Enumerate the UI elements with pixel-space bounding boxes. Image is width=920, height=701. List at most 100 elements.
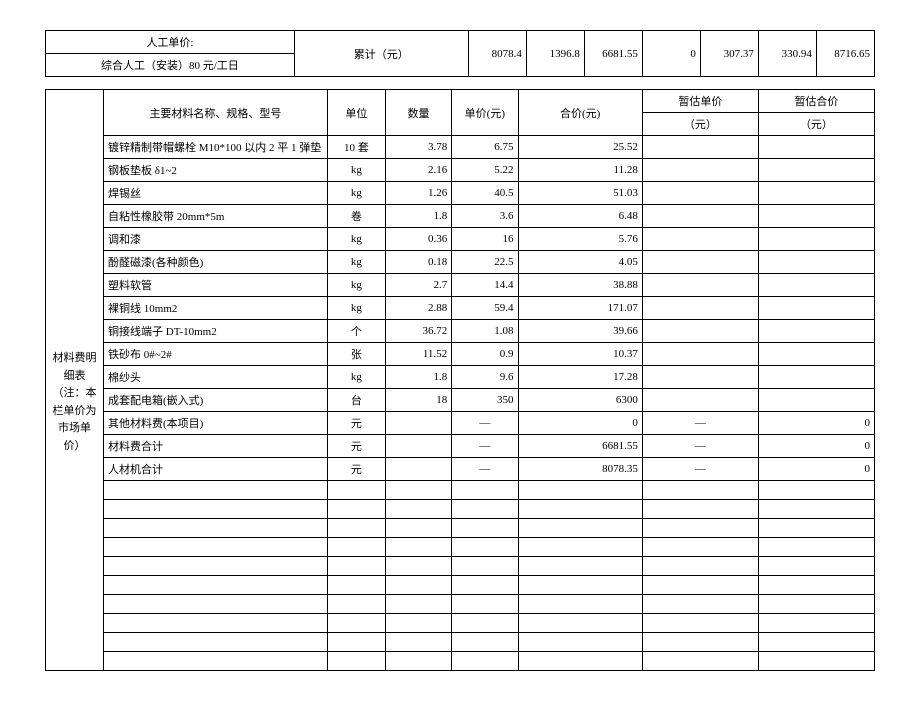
empty-cell	[758, 519, 874, 538]
empty-cell	[452, 633, 518, 652]
cell-est-total: 0	[758, 458, 874, 481]
empty-cell	[327, 481, 385, 500]
empty-cell	[104, 652, 328, 671]
sum-v0: 8078.4	[468, 31, 526, 77]
empty-cell	[518, 519, 642, 538]
cell-qty: 36.72	[385, 320, 451, 343]
empty-cell	[327, 519, 385, 538]
empty-cell	[758, 614, 874, 633]
empty-cell	[385, 519, 451, 538]
cell-name: 成套配电箱(嵌入式)	[104, 389, 328, 412]
empty-cell	[385, 557, 451, 576]
table-row	[46, 595, 875, 614]
summary-table: 人工单价: 累计（元） 8078.4 1396.8 6681.55 0 307.…	[45, 30, 875, 77]
empty-cell	[518, 614, 642, 633]
cell-unit: kg	[327, 182, 385, 205]
empty-cell	[452, 481, 518, 500]
table-row: 钢板垫板 δ1~2kg2.165.2211.28	[46, 159, 875, 182]
cell-name: 镀锌精制带帽螺栓 M10*100 以内 2 平 1 弹垫	[104, 136, 328, 159]
cell-est-total	[758, 205, 874, 228]
sum-v4: 307.37	[700, 31, 758, 77]
table-row	[46, 557, 875, 576]
cell-total: 10.37	[518, 343, 642, 366]
sum-v3: 0	[642, 31, 700, 77]
table-row	[46, 519, 875, 538]
empty-cell	[518, 576, 642, 595]
table-row: 自粘性橡胶带 20mm*5m卷1.83.66.48	[46, 205, 875, 228]
cell-est-total	[758, 297, 874, 320]
cell-uprice: 0.9	[452, 343, 518, 366]
cell-qty: 18	[385, 389, 451, 412]
cell-name: 其他材料费(本项目)	[104, 412, 328, 435]
table-row: 焊锡丝kg1.2640.551.03	[46, 182, 875, 205]
empty-cell	[385, 500, 451, 519]
empty-cell	[104, 481, 328, 500]
col-total: 合价(元)	[518, 90, 642, 136]
cell-est-uprice	[642, 320, 758, 343]
empty-cell	[385, 481, 451, 500]
cell-name: 棉纱头	[104, 366, 328, 389]
empty-cell	[642, 538, 758, 557]
sum-v1: 1396.8	[526, 31, 584, 77]
cell-unit: 台	[327, 389, 385, 412]
empty-cell	[385, 538, 451, 557]
empty-cell	[385, 614, 451, 633]
table-row	[46, 538, 875, 557]
cell-est-total	[758, 343, 874, 366]
cell-name: 钢板垫板 δ1~2	[104, 159, 328, 182]
cell-est-total	[758, 366, 874, 389]
cell-uprice: 40.5	[452, 182, 518, 205]
empty-cell	[104, 500, 328, 519]
cell-name: 材料费合计	[104, 435, 328, 458]
cell-est-total: 0	[758, 435, 874, 458]
col-qty: 数量	[385, 90, 451, 136]
empty-cell	[452, 614, 518, 633]
cell-qty: 2.88	[385, 297, 451, 320]
cell-unit: 10 套	[327, 136, 385, 159]
cell-est-uprice	[642, 205, 758, 228]
col-unit: 单位	[327, 90, 385, 136]
cell-unit: kg	[327, 251, 385, 274]
table-row: 材料费合计元—6681.55—0	[46, 435, 875, 458]
cell-qty: 3.78	[385, 136, 451, 159]
cell-qty: 1.8	[385, 205, 451, 228]
empty-cell	[452, 595, 518, 614]
empty-cell	[327, 576, 385, 595]
labor-unit-price-label: 人工单价:	[46, 31, 295, 54]
total-label: 累计（元）	[294, 31, 468, 77]
side-label-top	[46, 90, 104, 136]
cell-qty: 11.52	[385, 343, 451, 366]
cell-est-uprice	[642, 136, 758, 159]
sum-v5: 330.94	[758, 31, 816, 77]
empty-cell	[327, 557, 385, 576]
empty-cell	[452, 652, 518, 671]
material-detail-table: 主要材料名称、规格、型号 单位 数量 单价(元) 合价(元) 暂估单价 暂估合价…	[45, 89, 875, 671]
table-row: 酚醛磁漆(各种颜色)kg0.1822.54.05	[46, 251, 875, 274]
empty-cell	[642, 633, 758, 652]
empty-cell	[758, 500, 874, 519]
empty-cell	[518, 538, 642, 557]
cell-unit: 元	[327, 435, 385, 458]
table-row: 材料费明细表（注：本栏单价为市场单价）镀锌精制带帽螺栓 M10*100 以内 2…	[46, 136, 875, 159]
empty-cell	[518, 481, 642, 500]
empty-cell	[104, 557, 328, 576]
cell-total: 51.03	[518, 182, 642, 205]
table-row: 调和漆kg0.36165.76	[46, 228, 875, 251]
table-row	[46, 614, 875, 633]
empty-cell	[104, 519, 328, 538]
table-row	[46, 633, 875, 652]
cell-uprice: 9.6	[452, 366, 518, 389]
cell-est-total	[758, 251, 874, 274]
table-row: 铁砂布 0#~2#张11.520.910.37	[46, 343, 875, 366]
empty-cell	[758, 576, 874, 595]
table-row: 人工单价: 累计（元） 8078.4 1396.8 6681.55 0 307.…	[46, 31, 875, 54]
table-row	[46, 481, 875, 500]
empty-cell	[518, 633, 642, 652]
header-row: 主要材料名称、规格、型号 单位 数量 单价(元) 合价(元) 暂估单价 暂估合价	[46, 90, 875, 113]
empty-cell	[642, 614, 758, 633]
sum-v2: 6681.55	[584, 31, 642, 77]
empty-cell	[642, 519, 758, 538]
cell-est-uprice	[642, 274, 758, 297]
cell-total: 8078.35	[518, 458, 642, 481]
empty-cell	[327, 633, 385, 652]
